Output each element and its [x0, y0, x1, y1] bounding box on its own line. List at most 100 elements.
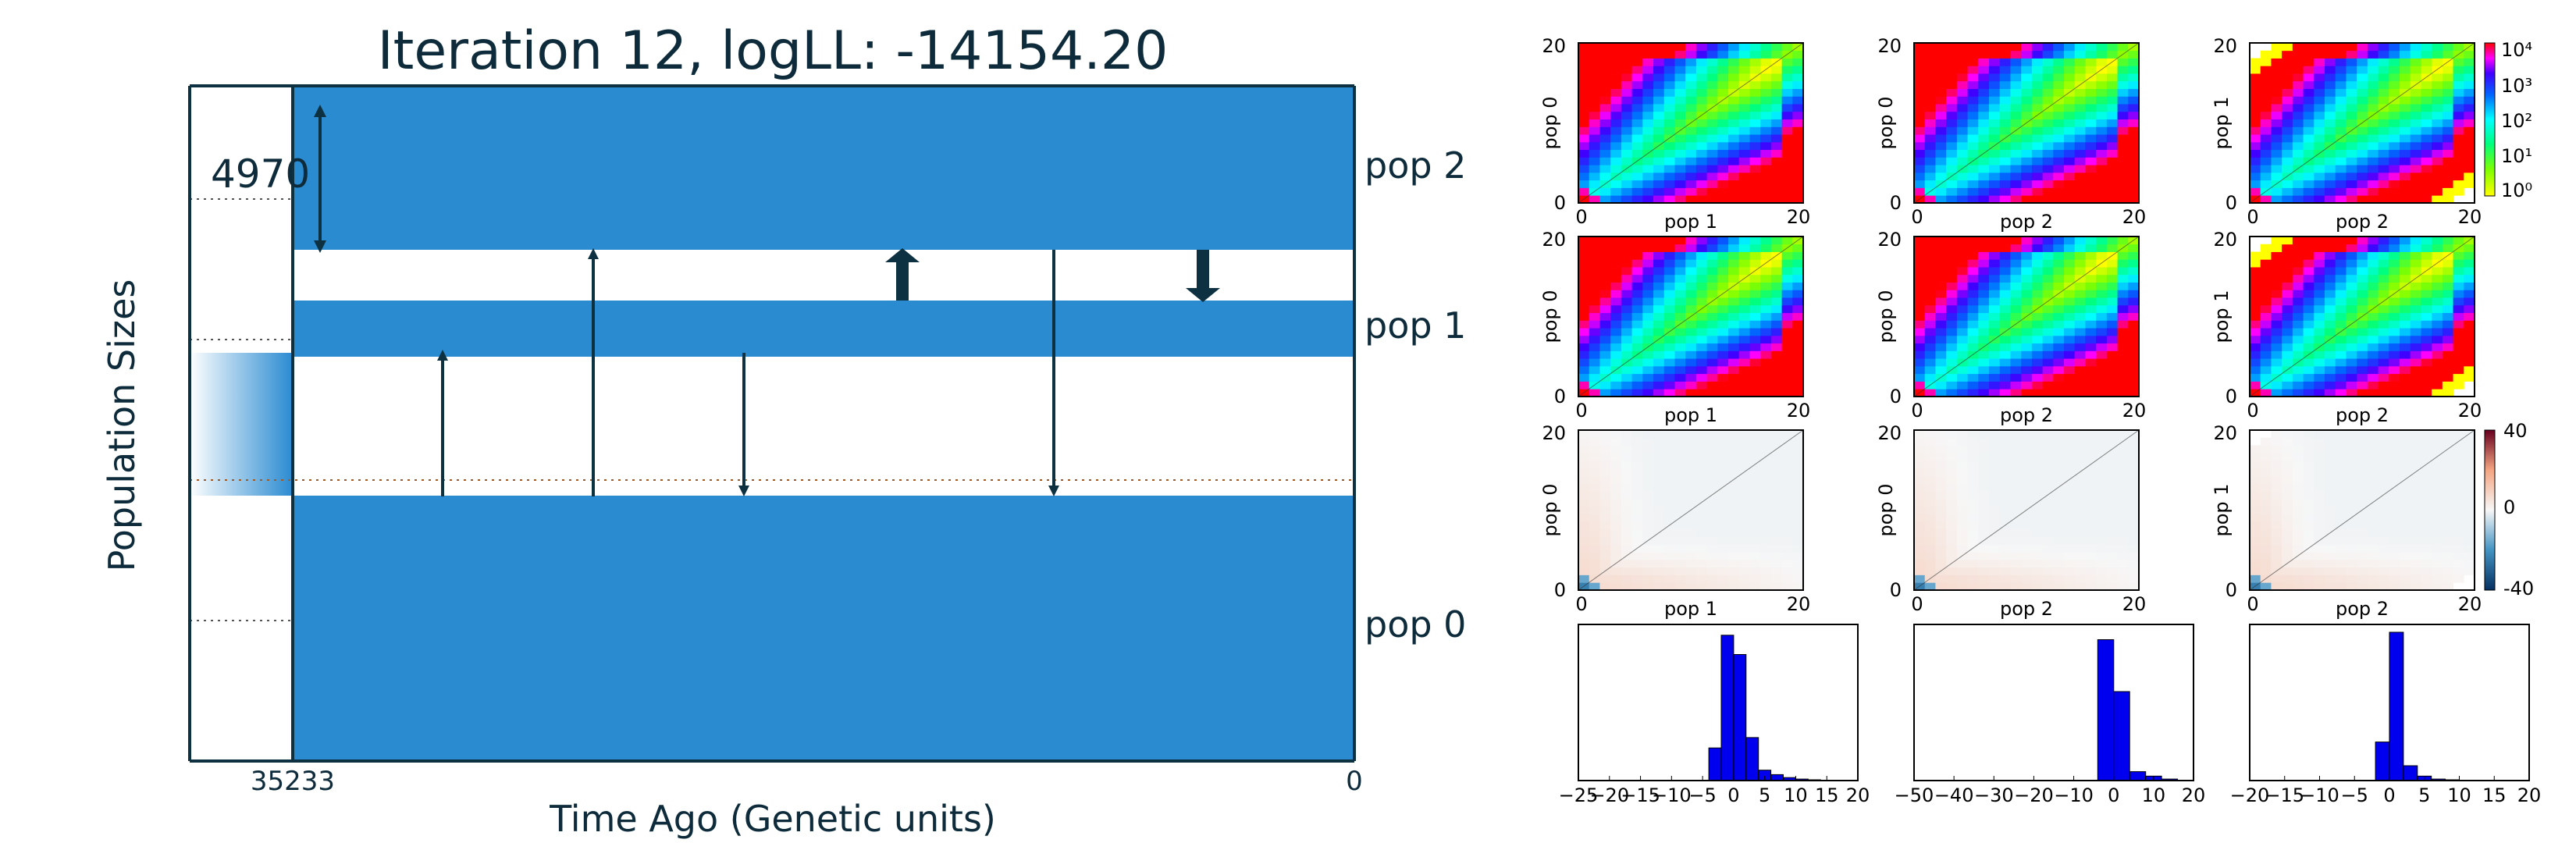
- heatmap-cell: [2389, 559, 2400, 568]
- heatmap-cell: [2432, 475, 2443, 484]
- heatmap-cell: [1578, 66, 1590, 74]
- diagonal-line: [2249, 236, 2475, 397]
- heatmap-cell: [1685, 66, 1697, 74]
- heatmap-cell: [1599, 157, 1611, 165]
- diagonal-line: [1913, 236, 2140, 397]
- heatmap-cell: [1717, 43, 1729, 52]
- heatmap-cell: [2442, 187, 2453, 196]
- heatmap-cell: [1728, 304, 1740, 314]
- heatmap-cell: [1792, 498, 1804, 507]
- heatmap-cell: [1967, 172, 1979, 181]
- heatmap-cell: [1914, 483, 1926, 492]
- heatmap-cell: [1610, 149, 1622, 158]
- heatmap-cell: [2250, 335, 2261, 344]
- heatmap-cell: [2303, 141, 2314, 151]
- heatmap-cell: [1978, 350, 1990, 359]
- heatmap-cell: [1653, 574, 1665, 583]
- heatmap-cell: [2085, 567, 2097, 575]
- heatmap-cell: [1999, 312, 2011, 321]
- heatmap-cell: [2325, 237, 2336, 245]
- heatmap-cell: [2106, 328, 2118, 336]
- heatmap-cell: [1781, 80, 1793, 89]
- heatmap-cell: [2074, 290, 2086, 298]
- heatmap-cell: [1999, 381, 2011, 389]
- heatmap-cell: [2085, 251, 2097, 260]
- heatmap-cell: [2367, 552, 2379, 560]
- heatmap-cell: [2096, 381, 2108, 389]
- heatmap-cell: [2064, 453, 2076, 461]
- heatmap-cell: [2074, 50, 2086, 59]
- heatmap-cell: [2453, 506, 2464, 514]
- heatmap-cell: [1717, 282, 1729, 290]
- heatmap-cell: [1738, 96, 1750, 105]
- heatmap-cell: [1770, 187, 1782, 196]
- y-tick-label: 20: [1877, 422, 1902, 444]
- heatmap-cell: [2021, 582, 2033, 591]
- heatmap-cell: [1695, 172, 1707, 181]
- heatmap-cell: [1642, 491, 1654, 500]
- hist-tick-label: −10: [2300, 784, 2339, 806]
- heatmap-cell: [1610, 126, 1622, 135]
- heatmap-cell: [1599, 43, 1611, 52]
- heatmap-cell: [1578, 335, 1590, 344]
- heatmap-cell: [1914, 73, 1926, 82]
- heatmap-cell: [2389, 80, 2400, 89]
- heatmap-cell: [2346, 297, 2357, 306]
- heatmap-cell: [2260, 335, 2272, 344]
- heatmap-cell: [2325, 475, 2336, 484]
- heatmap-cell: [2031, 282, 2043, 290]
- heatmap-cell: [1914, 544, 1926, 553]
- heatmap-cell: [2250, 290, 2261, 298]
- heatmap-cell: [1674, 111, 1686, 120]
- heatmap-cell: [2117, 43, 2129, 52]
- heatmap-cell: [1924, 304, 1936, 314]
- heatmap-cell: [1589, 582, 1600, 591]
- heatmap-cell: [2464, 567, 2475, 575]
- heatmap-cell: [1589, 259, 1600, 268]
- heatmap-cell: [1770, 506, 1782, 514]
- heatmap-cell: [2128, 335, 2140, 344]
- heatmap-cell: [2042, 244, 2054, 252]
- heatmap-cell: [2335, 297, 2347, 306]
- heatmap-cell: [1663, 297, 1675, 306]
- heatmap-cell: [1989, 43, 2001, 52]
- heatmap-cell: [1578, 149, 1590, 158]
- heatmap-cell: [1760, 180, 1772, 188]
- heatmap-cell: [2378, 373, 2389, 382]
- heatmap-cell: [2357, 350, 2368, 359]
- heatmap-cell: [1792, 187, 1804, 196]
- heatmap-cell: [2282, 165, 2293, 173]
- heatmap-cell: [1760, 43, 1772, 52]
- heatmap-cell: [1749, 50, 1761, 59]
- heatmap-cell: [1749, 373, 1761, 382]
- x-axis-label: pop 2: [2336, 598, 2389, 620]
- heatmap-cell: [2432, 574, 2443, 583]
- heatmap-cell: [2357, 483, 2368, 492]
- heatmap-cell: [2410, 111, 2421, 120]
- heatmap-cell: [1642, 453, 1654, 461]
- heatmap-cell: [1631, 491, 1643, 500]
- heatmap-cell: [1967, 149, 1979, 158]
- heatmap-cell: [2250, 80, 2261, 89]
- heatmap-cell: [2106, 73, 2118, 82]
- heatmap-cell: [1924, 259, 1936, 268]
- heatmap-cell: [1770, 96, 1782, 105]
- heatmap-cell: [1978, 96, 1990, 105]
- heatmap-cell: [2106, 544, 2118, 553]
- heatmap-cell: [1610, 358, 1622, 367]
- heatmap-cell: [2271, 80, 2282, 89]
- heatmap-cell: [1914, 498, 1926, 507]
- heatmap-cell: [2400, 111, 2411, 120]
- heatmap-cell: [2031, 437, 2043, 446]
- heatmap-cell: [1695, 528, 1707, 538]
- heatmap-cell: [1621, 437, 1632, 446]
- heatmap-cell: [1695, 290, 1707, 298]
- heatmap-cell: [1770, 134, 1782, 143]
- heatmap-cell: [2282, 88, 2293, 97]
- heatmap-cell: [1610, 506, 1622, 514]
- heatmap-cell: [1728, 461, 1740, 469]
- heatmap-cell: [2421, 80, 2432, 89]
- heatmap-cell: [2432, 149, 2443, 158]
- heatmap-cell: [2432, 58, 2443, 66]
- heatmap-cell: [2064, 58, 2076, 66]
